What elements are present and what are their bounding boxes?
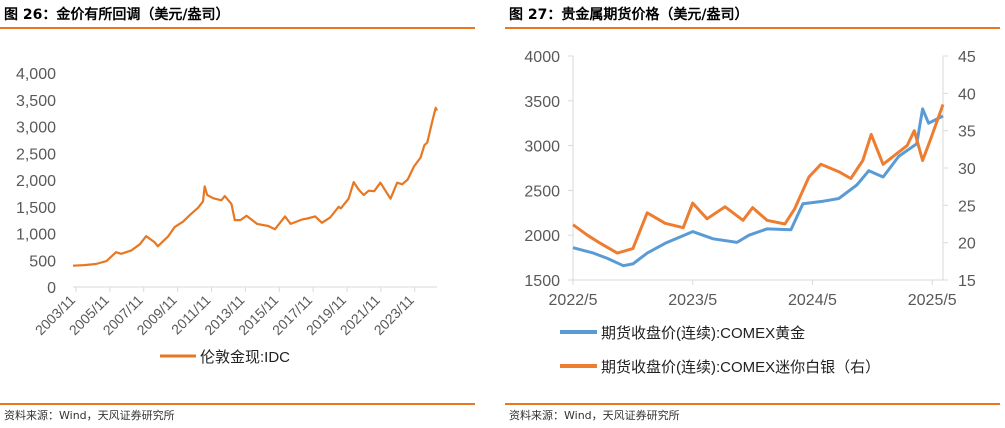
x-tick-label: 2025/5 [908,292,957,309]
y-tick-label: 1,500 [16,200,56,217]
right-source-note: 资料来源：Wind，天风证券研究所 [509,409,680,422]
y-tick-label: 1,000 [16,227,56,244]
x-tick-label: 2022/5 [549,292,598,309]
right-y-tick-label: 45 [958,49,976,66]
x-tick-label: 2024/5 [788,292,837,309]
legend-label-gold: 期货收盘价(连续):COMEX黄金 [601,324,805,342]
right-title-rule [505,27,1000,29]
legend-label-silver: 期货收盘价(连续):COMEX迷你白银（右） [601,358,880,376]
left-source-rule [0,403,475,405]
y-tick-label: 3,500 [16,93,56,110]
gold-spot-series-line [72,106,438,267]
comex-gold-series-line [572,107,944,268]
left-y-tick-label: 4000 [524,49,560,66]
right-y-tick-label: 35 [958,124,976,141]
y-tick-label: 2,500 [16,146,56,163]
left-figure-title: 图 26：金价有所回调（美元/盎司） [4,7,230,23]
y-tick-label: 2,000 [16,173,56,190]
right-y-tick-label: 30 [958,161,976,178]
left-y-tick-label: 3000 [524,139,560,156]
y-tick-label: 4,000 [16,66,56,83]
right-y-tick-label: 15 [958,273,976,290]
right-y-tick-label: 20 [958,236,976,253]
y-tick-label: 500 [29,253,56,270]
left-y-tick-label: 3500 [524,94,560,111]
x-tick-label: 2023/5 [668,292,717,309]
left-title-rule [0,27,475,29]
comex-mini-silver-series-line [572,103,945,255]
left-y-tick-label: 2500 [524,183,560,200]
left-gold-price-chart: 05001,0001,5002,0002,5003,0003,5004,0002… [16,66,438,366]
right-y-tick-label: 25 [958,198,976,215]
right-source-rule [505,403,1000,405]
left-source-note: 资料来源：Wind，天风证券研究所 [4,409,175,422]
left-y-tick-label: 2000 [524,228,560,245]
legend-label-gold-spot: 伦敦金现:IDC [200,349,290,366]
y-tick-label: 0 [47,280,56,297]
right-figure: 图 27：贵金属期货价格（美元/盎司） 1500 2000 2500 3000 3500… [505,0,1005,428]
right-figure-title: 图 27：贵金属期货价格（美元/盎司） [509,7,749,23]
y-tick-label: 3,000 [16,120,56,137]
right-futures-price-chart: 1500 2000 2500 3000 3500 4000 15 20 25 30 35 40 45 20… [524,49,976,376]
left-figure: 图 26：金价有所回调（美元/盎司） 0 500 1,000 1,500 2,000 2,… [0,0,480,428]
left-y-tick-label: 1500 [524,273,560,290]
right-y-tick-label: 40 [958,86,976,103]
